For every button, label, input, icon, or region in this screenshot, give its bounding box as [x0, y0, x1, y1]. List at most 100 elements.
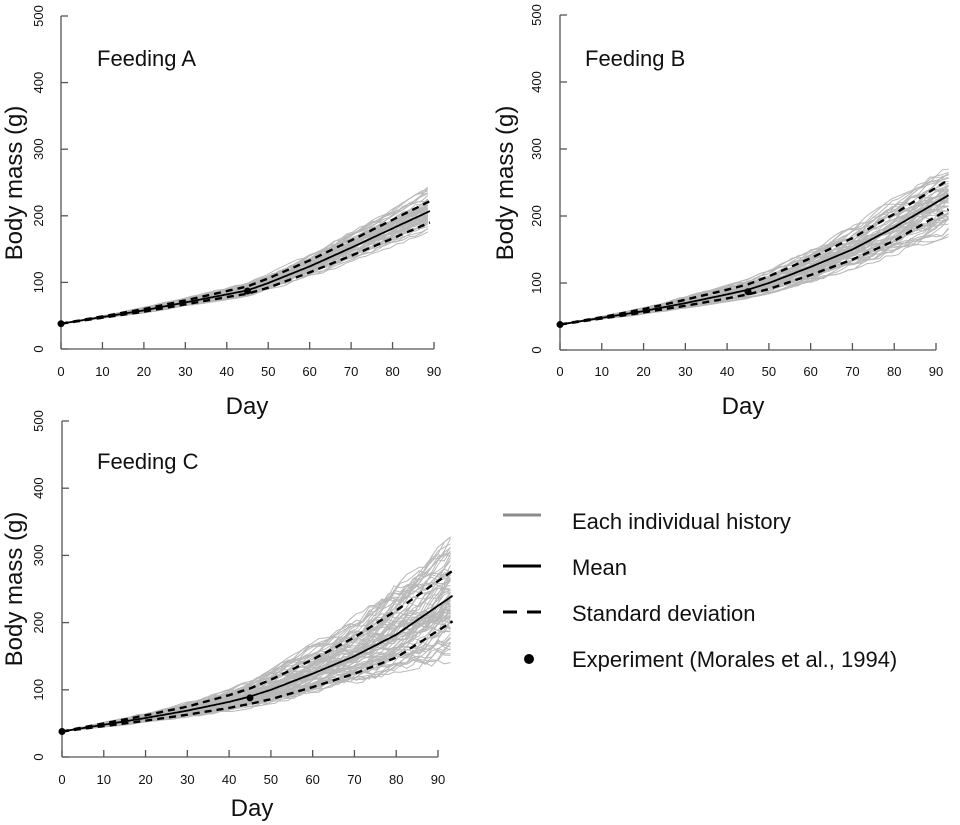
individual-history-line [60, 199, 429, 325]
individual-history-line [60, 200, 429, 325]
x-tick-label: 70 [344, 364, 358, 379]
x-tick-label: 60 [302, 364, 316, 379]
individual-history-line [61, 553, 451, 732]
x-tick-label: 10 [97, 772, 111, 787]
individual-history-line [60, 190, 428, 325]
y-tick-label: 0 [529, 346, 544, 353]
x-tick-label: 10 [95, 364, 109, 379]
experiment-point [244, 287, 251, 295]
y-tick-label: 300 [31, 545, 46, 567]
individual-history-line [60, 198, 429, 325]
sd-upper-line [559, 178, 950, 326]
individual-history-line [60, 192, 428, 325]
sd-lower-line [61, 620, 454, 733]
x-tick-label: 90 [427, 364, 441, 379]
x-tick-label: 60 [305, 772, 319, 787]
individual-history-line [559, 173, 949, 325]
x-tick-label: 0 [57, 364, 64, 379]
x-tick-label: 20 [138, 772, 152, 787]
x-tick-label: 80 [389, 772, 403, 787]
x-tick-label: 20 [137, 364, 151, 379]
y-tick-label: 500 [31, 410, 46, 432]
x-tick-label: 60 [803, 364, 817, 379]
individual-history-line [559, 171, 949, 325]
x-tick-label: 20 [636, 364, 650, 379]
individual-history-line [60, 186, 429, 325]
x-tick-label: 0 [556, 364, 563, 379]
individual-history-line [559, 213, 949, 325]
individual-history-line [559, 193, 949, 325]
x-tick-label: 30 [678, 364, 692, 379]
individual-history-line [61, 648, 451, 732]
y-axis-title: Body mass (g) [492, 106, 519, 261]
legend-label: Experiment (Morales et al., 1994) [572, 647, 897, 672]
individual-history-line [559, 185, 949, 325]
sd-upper-line [60, 200, 431, 325]
legend-swatch-experiment [524, 654, 534, 664]
individual-history-line [559, 194, 949, 325]
individual-history-line [559, 194, 949, 325]
y-tick-label: 200 [529, 205, 544, 227]
y-tick-label: 200 [31, 205, 46, 227]
y-tick-label: 100 [529, 272, 544, 294]
mean-line [559, 194, 949, 326]
y-axis-title: Body mass (g) [1, 512, 28, 667]
panel-feeding-b: Feeding B Day Body mass (g) 0 10 20 30 40 50 6… [492, 4, 950, 420]
individual-history-line [60, 193, 429, 325]
legend-label: Each individual history [572, 509, 791, 534]
individual-history-line [61, 553, 451, 732]
x-tick-label: 70 [347, 772, 361, 787]
experiment-point [58, 727, 66, 735]
x-tick-label: 50 [261, 364, 275, 379]
y-tick-label: 500 [31, 5, 46, 27]
individual-history-line [559, 200, 949, 325]
individual-history-line [559, 193, 949, 325]
x-tick-label: 30 [180, 772, 194, 787]
individual-history-line [559, 173, 949, 325]
experiment-point [246, 694, 254, 702]
x-tick-label: 70 [845, 364, 859, 379]
experiment-point [57, 320, 65, 328]
x-tick-label: 40 [222, 772, 236, 787]
y-tick-label: 500 [529, 4, 544, 26]
x-tick-label: 50 [264, 772, 278, 787]
individual-history-line [60, 209, 428, 325]
y-tick-label: 300 [529, 138, 544, 160]
x-tick-label: 30 [178, 364, 192, 379]
x-tick-label: 80 [385, 364, 399, 379]
y-tick-label: 400 [31, 72, 46, 94]
x-tick-label: 50 [762, 364, 776, 379]
x-tick-label: 10 [595, 364, 609, 379]
y-tick-label: 100 [31, 679, 46, 701]
panel-feeding-a: Feeding A Day Body mass (g) 0 10 20 30 40 50 6… [1, 5, 441, 420]
panel-feeding-c: Feeding C Day Body mass (g) 0 10 20 30 40 50 6… [1, 410, 454, 822]
sd-upper-line [61, 569, 454, 733]
y-tick-label: 200 [31, 612, 46, 634]
y-axis-title: Body mass (g) [1, 106, 28, 261]
individual-history-line [559, 173, 949, 325]
x-tick-label: 40 [220, 364, 234, 379]
y-tick-label: 0 [31, 345, 46, 352]
x-axis-title: Day [722, 393, 765, 420]
y-tick-label: 0 [31, 753, 46, 760]
individual-history-line [60, 188, 429, 325]
individual-history-line [559, 184, 949, 325]
panel-title: Feeding B [585, 46, 685, 71]
individual-histories [60, 186, 429, 325]
panel-title: Feeding C [97, 449, 199, 474]
legend-label: Standard deviation [572, 601, 755, 626]
x-tick-label: 0 [58, 772, 65, 787]
legend: Each individual history Mean Standard de… [503, 509, 897, 672]
experiment-point [556, 321, 564, 329]
panel-title: Feeding A [97, 46, 196, 71]
individual-history-line [60, 188, 428, 325]
sd-lower-line [559, 208, 950, 326]
x-tick-label: 40 [720, 364, 734, 379]
y-tick-label: 300 [31, 138, 46, 160]
individual-histories [559, 168, 949, 325]
experiment-point [744, 288, 752, 296]
individual-history-line [60, 194, 429, 325]
individual-history-line [60, 199, 429, 325]
sd-lower-line [60, 221, 431, 325]
